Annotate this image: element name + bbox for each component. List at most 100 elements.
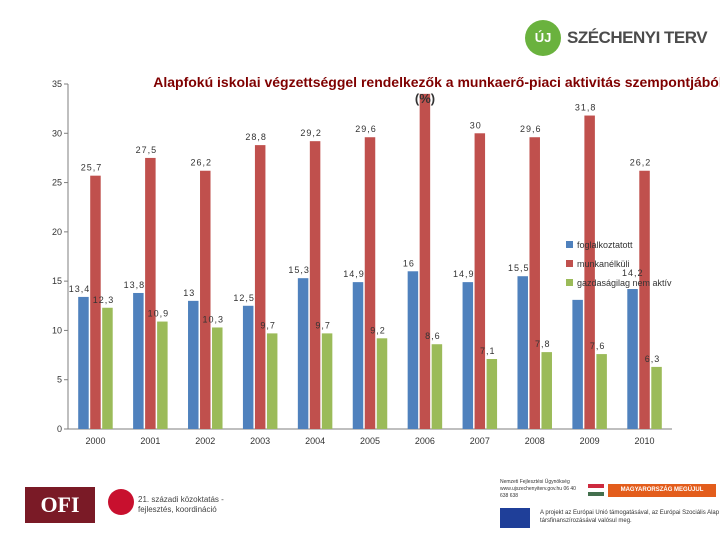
data-label: 13,4 [69,284,91,294]
data-label: 14,9 [453,269,475,279]
y-tick-label: 5 [57,375,62,385]
data-label: 7,8 [535,339,551,349]
data-label: 8,6 [425,331,441,341]
data-label: 30 [470,120,482,130]
data-label: 9,2 [370,325,386,335]
ofi-logo: OFI [25,487,95,523]
y-tick-label: 20 [52,227,62,237]
bar-gazdaságilag-nem-aktív [486,359,498,429]
bar-gazdaságilag-nem-aktív [157,321,168,429]
bar-munkanélküli [200,170,211,429]
data-label: 10,3 [203,314,225,324]
bar-gazdaságilag-nem-aktív [596,354,607,429]
data-label: 26,2 [630,158,652,168]
x-tick-label: 2009 [580,436,600,446]
bar-munkanélküli [584,115,595,430]
bar-gazdaságilag-nem-aktív [212,327,223,429]
data-label: 29,2 [300,128,322,138]
y-tick-label: 30 [52,128,62,138]
bar-munkanélküli [309,141,321,429]
bar-gazdaságilag-nem-aktív [321,333,333,429]
x-tick-label: 2003 [250,436,270,446]
x-tick-label: 2007 [470,436,490,446]
partner-logo-text: 21. századi közoktatás - fejlesztés, koo… [138,495,224,514]
data-label: 26,2 [191,158,213,168]
hungarian-flag-icon [588,484,604,496]
data-label: 13,8 [124,280,146,290]
data-label: 10,9 [148,309,170,319]
bar-foglalkoztatott [188,300,199,429]
x-tick-label: 2008 [525,436,545,446]
x-tick-label: 2004 [305,436,325,446]
data-label: 7,6 [590,341,606,351]
bar-gazdaságilag-nem-aktív [651,366,662,429]
bar-munkanélküli [474,133,486,430]
data-label: 15,5 [508,263,530,273]
legend-swatch [566,241,573,248]
data-label: 28,8 [245,132,267,142]
data-label: 15,3 [288,265,310,275]
eu-funding-text: A projekt az Európai Unió támogatásával,… [540,510,720,524]
y-tick-label: 35 [52,79,62,89]
legend-overlap-label: 14,2 [622,268,644,278]
y-tick-label: 10 [52,325,62,335]
bar-munkanélküli [145,157,156,429]
partner-logo-icon [108,489,134,515]
bar-munkanélküli [364,137,376,429]
x-tick-label: 2002 [195,436,215,446]
bar-foglalkoztatott [407,271,419,429]
x-tick-label: 2010 [635,436,655,446]
mo-megujul-badge: MAGYARORSZÁG MEGÚJUL [608,484,716,497]
bar-gazdaságilag-nem-aktív [541,352,552,429]
data-label: 27,5 [136,145,158,155]
bar-gazdaságilag-nem-aktív [431,344,443,429]
szechenyi-icon: ÚJ [525,20,561,56]
data-label: 13 [183,288,195,298]
szechenyi-text: SZÉCHENYI TERV [567,28,708,47]
legend-label: munkanélküli [577,259,630,269]
bar-foglalkoztatott [627,289,638,429]
data-label: 9,7 [260,320,276,330]
bar-gazdaságilag-nem-aktív [266,333,278,429]
bar-munkanélküli [90,175,101,429]
bar-gazdaságilag-nem-aktív [102,307,113,429]
bar-foglalkoztatott [242,305,254,429]
y-tick-label: 15 [52,276,62,286]
eu-flag-icon [500,508,530,528]
x-tick-label: 2001 [140,436,160,446]
data-label: 29,6 [355,124,377,134]
y-tick-label: 0 [57,424,62,434]
data-label: 9,7 [315,320,331,330]
szechenyi-brand: ÚJ SZÉCHENYI TERV [525,18,715,68]
bar-gazdaságilag-nem-aktív [376,338,388,429]
data-label: 16 [403,258,415,268]
data-label: 25,7 [81,163,103,173]
x-tick-label: 2000 [85,436,105,446]
partner-logo: 21. századi közoktatás - fejlesztés, koo… [108,487,228,527]
bar-foglalkoztatott [78,296,89,429]
data-label: 29,6 [520,124,542,134]
x-tick-label: 2006 [415,436,435,446]
data-label: 7,1 [480,346,496,356]
data-label: 6,3 [645,354,661,364]
data-label: 12,3 [93,295,115,305]
bar-foglalkoztatott [517,276,528,429]
bar-munkanélküli [639,170,650,429]
bar-foglalkoztatott [572,299,583,429]
chart-title: Alapfokú iskolai végzettséggel rendelkez… [153,74,720,90]
data-label: 12,5 [233,293,255,303]
y-tick-label: 25 [52,178,62,188]
bar-munkanélküli [419,93,431,429]
bar-munkanélküli [254,145,266,429]
bar-foglalkoztatott [352,282,364,429]
data-label: 31,8 [575,103,597,113]
bar-foglalkoztatott [133,292,144,429]
bar-foglalkoztatott [297,278,309,429]
contact-info: Nemzeti Fejlesztési Ügynökség www.ujszec… [500,479,576,499]
legend-label: foglalkoztatott [577,240,633,250]
x-tick-label: 2005 [360,436,380,446]
bar-munkanélküli [529,137,540,429]
chart-subtitle: (%) [415,91,435,106]
bar-foglalkoztatott [462,282,474,429]
